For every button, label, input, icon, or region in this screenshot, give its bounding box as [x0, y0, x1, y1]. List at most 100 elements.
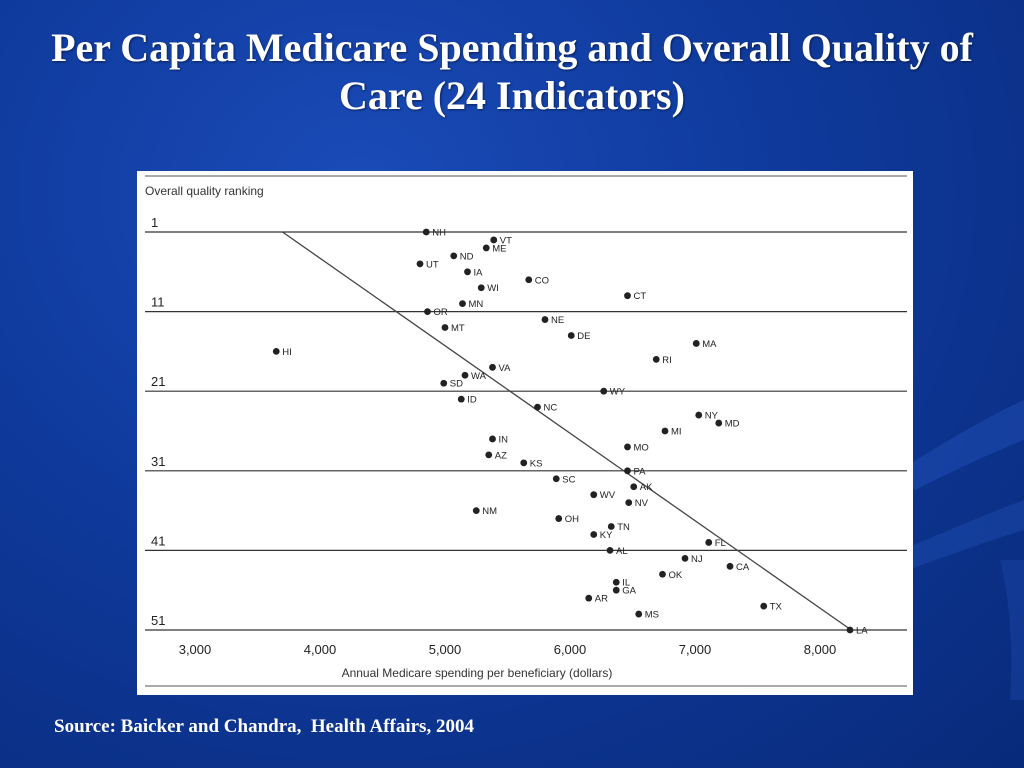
point-label: AL — [616, 546, 628, 557]
data-point-de — [567, 332, 575, 339]
point-label: ND — [460, 251, 474, 262]
x-tick-label: 7,000 — [679, 642, 712, 657]
data-point-wv — [590, 491, 598, 499]
data-point-wy — [600, 387, 608, 395]
point-label: MN — [469, 299, 484, 310]
data-point-ga — [612, 586, 620, 594]
data-point-mo — [624, 443, 631, 451]
data-point-hi — [272, 348, 280, 355]
data-point-nh — [422, 228, 430, 236]
data-point-md — [715, 419, 723, 427]
data-point-ok — [659, 570, 666, 578]
point-label: WI — [487, 283, 499, 294]
point-label: MS — [645, 610, 659, 621]
data-point-ut — [416, 260, 424, 268]
point-label: UT — [426, 259, 439, 270]
point-label: KS — [530, 458, 543, 469]
point-label: OH — [565, 514, 579, 525]
x-tick-label: 8,000 — [804, 642, 837, 657]
data-point-or — [424, 308, 431, 315]
point-label: AK — [640, 482, 653, 493]
point-label: TN — [617, 522, 630, 533]
point-label: HI — [282, 347, 292, 358]
point-label: MO — [634, 442, 649, 453]
point-label: CA — [736, 562, 750, 573]
data-point-la — [846, 626, 854, 634]
point-label: ME — [492, 243, 506, 254]
data-point-wa — [461, 371, 469, 379]
y-tick-label: 21 — [151, 374, 165, 389]
point-label: NH — [432, 228, 446, 239]
point-label: KY — [600, 530, 613, 541]
data-point-sc — [552, 475, 560, 483]
data-point-me — [482, 244, 490, 252]
x-tick-label: 6,000 — [554, 642, 587, 657]
source-citation: Source: Baicker and Chandra, Health Affa… — [54, 716, 474, 737]
data-point-mt — [441, 324, 449, 331]
y-tick-label: 51 — [151, 613, 165, 628]
point-label: NY — [705, 411, 719, 422]
point-label: NV — [635, 498, 649, 509]
y-tick-label: 11 — [151, 295, 165, 310]
point-label: RI — [662, 355, 672, 366]
point-label: AZ — [495, 450, 507, 461]
data-point-nv — [625, 499, 633, 507]
point-label: NJ — [691, 554, 703, 565]
data-point-az — [485, 451, 493, 459]
point-label: ID — [467, 395, 477, 406]
point-label: TX — [770, 602, 783, 613]
x-tick-label: 3,000 — [179, 642, 212, 657]
data-point-mi — [661, 427, 669, 435]
data-point-fl — [705, 539, 713, 546]
point-label: AR — [595, 594, 608, 605]
x-tick-label: 4,000 — [304, 642, 337, 657]
data-point-nj — [681, 554, 689, 562]
point-label: GA — [622, 586, 636, 597]
y-axis-label: Overall quality ranking — [145, 184, 264, 198]
point-label: SC — [562, 474, 575, 485]
data-point-il — [612, 578, 620, 586]
y-tick-label: 1 — [151, 215, 158, 230]
data-point-ct — [624, 292, 631, 300]
data-point-co — [525, 276, 533, 284]
data-point-ks — [520, 459, 528, 467]
point-label: NC — [544, 403, 558, 414]
data-point-al — [606, 547, 614, 554]
point-label: WV — [600, 490, 616, 501]
point-label: VA — [499, 363, 512, 374]
data-point-mn — [459, 300, 466, 308]
point-label: PA — [634, 466, 647, 477]
y-tick-label: 31 — [151, 454, 165, 469]
point-label: DE — [577, 331, 590, 342]
data-point-ne — [541, 316, 549, 323]
point-label: MA — [702, 339, 717, 350]
data-point-ma — [692, 340, 700, 347]
data-point-ms — [635, 610, 643, 618]
data-point-vt — [490, 236, 498, 244]
data-point-ri — [652, 355, 660, 363]
point-label: NE — [551, 315, 564, 326]
point-label: NM — [482, 506, 497, 517]
data-point-ny — [695, 411, 703, 419]
point-label: IA — [474, 267, 484, 278]
trend-line — [282, 231, 852, 631]
data-point-nd — [450, 252, 458, 260]
data-point-id — [457, 395, 465, 403]
point-label: SD — [450, 379, 463, 390]
data-point-ky — [590, 531, 598, 538]
point-label: MT — [451, 323, 465, 334]
point-label: VT — [500, 235, 512, 246]
data-point-tn — [607, 523, 615, 530]
slide-title: Per Capita Medicare Spending and Overall… — [51, 25, 973, 118]
point-label: WY — [610, 387, 626, 398]
data-point-nm — [472, 507, 480, 514]
x-axis-label: Annual Medicare spending per beneficiary… — [342, 666, 613, 680]
chart-panel: Overall quality ranking 1 11 21 31 41 51 3,00… — [137, 171, 913, 695]
point-label: FL — [715, 538, 726, 549]
point-label: MD — [725, 419, 740, 430]
point-label: LA — [856, 626, 868, 637]
x-tick-label: 5,000 — [429, 642, 462, 657]
data-point-va — [489, 363, 496, 371]
